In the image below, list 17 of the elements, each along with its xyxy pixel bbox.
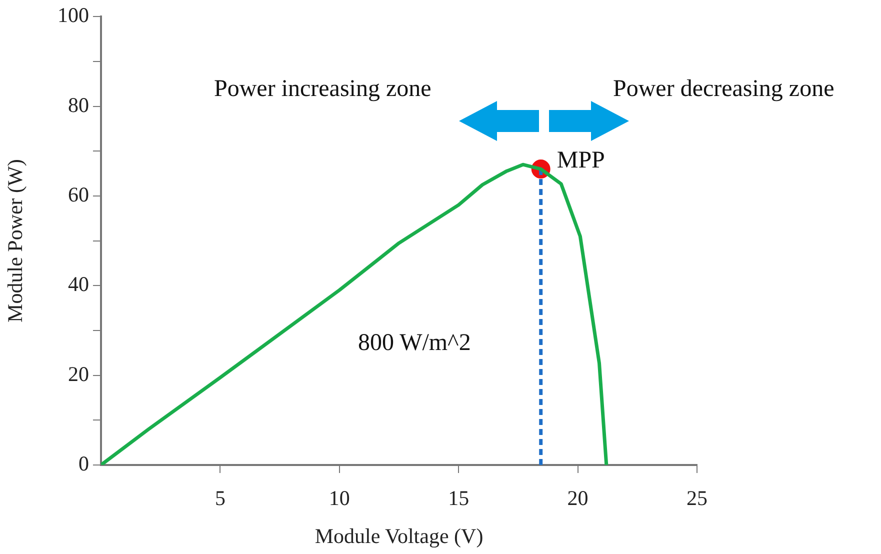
y-tick-label: 20 bbox=[68, 362, 89, 386]
y-tick-label: 40 bbox=[68, 272, 89, 296]
y-tick-label: 80 bbox=[68, 92, 89, 117]
x-tick-label: 20 bbox=[567, 486, 588, 510]
series-label: MPP bbox=[556, 147, 605, 174]
y-axis-title: Module Power (W) bbox=[3, 159, 28, 322]
annotation: Power decreasing zone bbox=[613, 76, 834, 103]
x-tick-label: 5 bbox=[214, 486, 226, 510]
x-axis-title: Module Voltage (V) bbox=[314, 524, 484, 548]
y-tick-label: 60 bbox=[68, 182, 89, 206]
annotation: 800 W/m^2 bbox=[358, 330, 471, 357]
y-tick-label: 0 bbox=[78, 452, 89, 476]
x-tick-label: 25 bbox=[686, 486, 708, 510]
y-tick-label: 100 bbox=[58, 3, 89, 28]
annotation: Power increasing zone bbox=[214, 76, 432, 103]
x-tick-label: 15 bbox=[448, 486, 470, 510]
x-tick-label: 10 bbox=[328, 486, 350, 510]
